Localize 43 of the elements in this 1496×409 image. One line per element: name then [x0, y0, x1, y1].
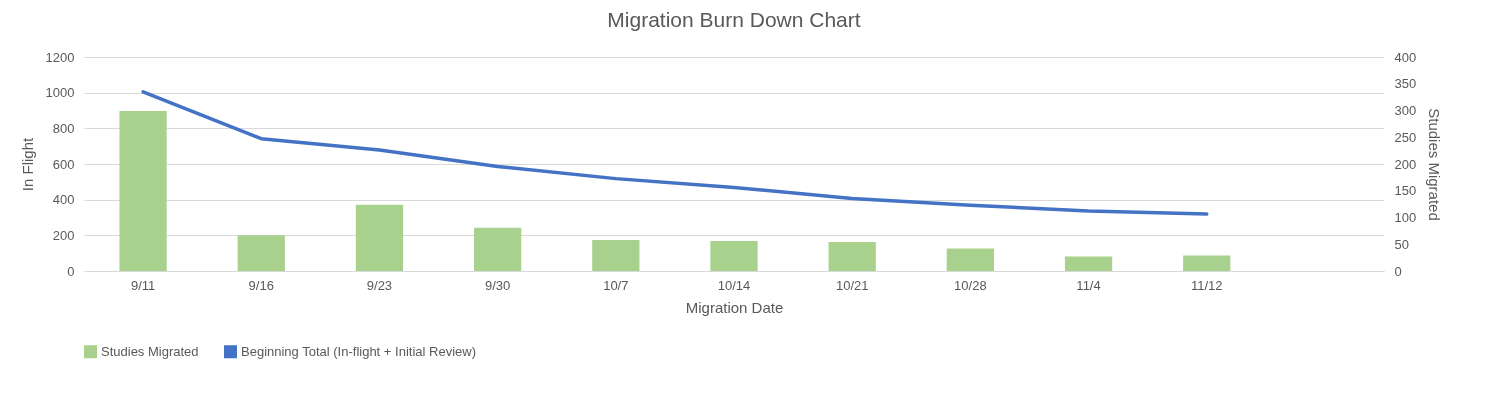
x-tick-label: 9/23 [366, 277, 393, 293]
x-tick-label: 11/4 [1076, 277, 1101, 293]
y-tick-label: 800 [52, 120, 75, 136]
y2-tick-label: 300 [1394, 103, 1417, 118]
chart-title: Migration Burn Down Chart [607, 8, 861, 31]
y-tick-label: 400 [52, 192, 75, 208]
bar [1183, 255, 1231, 271]
y-tick-label: 0 [67, 263, 75, 279]
y2-tick-label: 200 [1394, 156, 1417, 172]
y2-axis-title: Studies Migrated [1426, 108, 1444, 221]
bar [474, 227, 522, 271]
x-tick-label: 9/16 [248, 277, 274, 293]
bar [119, 111, 167, 271]
y2-tick-label: 0 [1394, 263, 1402, 279]
bar [1064, 256, 1113, 271]
x-axis-title: Migration Date [685, 298, 784, 316]
y-tick-label: 200 [52, 227, 75, 243]
y2-tick-label: 400 [1394, 49, 1417, 65]
x-tick-label: 10/28 [954, 277, 987, 293]
y2-tick-label: 150 [1394, 183, 1417, 199]
y-axis-title: In Flight [18, 136, 36, 192]
legend-label: Beginning Total (In-flight + Initial Review) [241, 343, 476, 359]
legend-label: Studies Migrated [101, 343, 199, 359]
bar [237, 235, 285, 271]
line-series [141, 90, 1209, 216]
x-tick-label: 10/7 [603, 277, 629, 293]
y-tick-label: 1200 [45, 49, 75, 65]
bar [946, 248, 994, 271]
y-tick-label: 600 [52, 156, 75, 172]
x-tick-label: 10/21 [835, 277, 869, 293]
x-tick-label: 9/30 [484, 277, 511, 293]
bar [710, 241, 758, 271]
x-tick-label: 10/14 [717, 277, 751, 293]
y2-tick-label: 250 [1394, 129, 1417, 145]
y2-tick-label: 100 [1394, 210, 1417, 225]
x-tick-label: 9/11 [130, 277, 156, 293]
y2-tick-label: 350 [1394, 76, 1417, 92]
x-tick-label: 11/12 [1190, 277, 1223, 293]
y2-tick-label: 50 [1394, 236, 1409, 252]
bar [592, 239, 640, 271]
bar [828, 242, 876, 271]
y-tick-label: 1000 [45, 85, 75, 101]
bar [355, 204, 404, 271]
